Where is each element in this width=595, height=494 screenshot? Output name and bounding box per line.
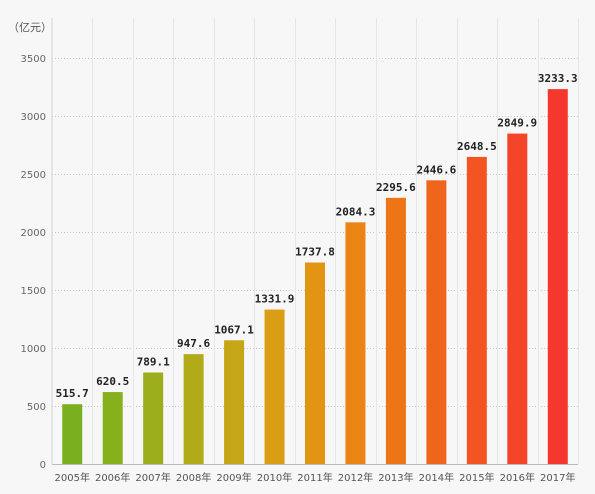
x-tick-label-2009年: 2009年 bbox=[216, 471, 251, 484]
bar-2012年 bbox=[345, 222, 366, 464]
data-label-2017年: 3233.3 bbox=[538, 72, 578, 85]
bars bbox=[62, 89, 568, 465]
x-axis-ticks: 2005年 2006年 2007年 2008年 2009年 2010年 2011年 2012年… bbox=[55, 471, 576, 484]
x-tick-label-2010年: 2010年 bbox=[257, 471, 292, 484]
data-label-2006年: 620.5 bbox=[96, 375, 129, 388]
data-label-2015年: 2648.5 bbox=[457, 140, 497, 153]
data-label-2011年: 1737.8 bbox=[295, 246, 335, 259]
bar-2010年 bbox=[264, 309, 285, 464]
y-tick-label-2000: 2000 bbox=[21, 228, 46, 239]
y-tick-label-1000: 1000 bbox=[21, 344, 46, 355]
x-tick-label-2015年: 2015年 bbox=[459, 471, 494, 484]
data-label-2005年: 515.7 bbox=[56, 387, 89, 400]
y-axis-ticks: 0 500 1000 1500 2000 2500 3000 3500 bbox=[21, 54, 46, 471]
bar-2016年 bbox=[507, 133, 528, 464]
y-tick-label-0: 0 bbox=[40, 460, 46, 471]
x-tick-label-2005年: 2005年 bbox=[55, 471, 90, 484]
y-tick-label-3500: 3500 bbox=[21, 54, 46, 65]
x-tick-label-2016年: 2016年 bbox=[500, 471, 535, 484]
data-label-2010年: 1331.9 bbox=[255, 293, 295, 306]
data-label-2009年: 1067.1 bbox=[214, 323, 254, 336]
x-tick-label-2006年: 2006年 bbox=[95, 471, 130, 484]
bar-2007年 bbox=[143, 372, 164, 464]
x-tick-label-2011年: 2011年 bbox=[297, 471, 332, 484]
y-tick-label-2500: 2500 bbox=[21, 170, 46, 181]
x-tick-label-2008年: 2008年 bbox=[176, 471, 211, 484]
data-label-2013年: 2295.6 bbox=[376, 181, 416, 194]
bar-2013年 bbox=[385, 197, 406, 465]
x-tick-label-2012年: 2012年 bbox=[338, 471, 373, 484]
bar-2014年 bbox=[426, 180, 447, 464]
data-label-2012年: 2084.3 bbox=[336, 205, 376, 218]
x-tick-label-2014年: 2014年 bbox=[419, 471, 454, 484]
bar-2006年 bbox=[102, 392, 123, 464]
x-tick-label-2017年: 2017年 bbox=[540, 471, 575, 484]
y-tick-label-1500: 1500 bbox=[21, 286, 46, 297]
bar-2009年 bbox=[224, 340, 245, 464]
x-tick-label-2013年: 2013年 bbox=[378, 471, 413, 484]
bar-2017年 bbox=[547, 89, 568, 465]
bar-2015年 bbox=[466, 156, 487, 464]
bar-2005年 bbox=[62, 404, 83, 464]
bar-2008年 bbox=[183, 354, 204, 464]
data-label-2014年: 2446.6 bbox=[417, 163, 457, 176]
data-label-2016年: 2849.9 bbox=[497, 117, 537, 130]
data-label-2007年: 789.1 bbox=[137, 356, 170, 369]
x-tick-label-2007年: 2007年 bbox=[135, 471, 170, 484]
y-tick-label-3000: 3000 bbox=[21, 112, 46, 123]
y-tick-label-500: 500 bbox=[27, 402, 46, 413]
data-label-2008年: 947.6 bbox=[177, 337, 210, 350]
data-labels: 515.7 620.5 789.1 947.6 1067.1 1331.9 1737.8 20… bbox=[56, 72, 578, 400]
gridlines bbox=[52, 18, 579, 464]
bar-2011年 bbox=[305, 262, 325, 464]
y-unit-label: （亿元） bbox=[8, 21, 52, 34]
